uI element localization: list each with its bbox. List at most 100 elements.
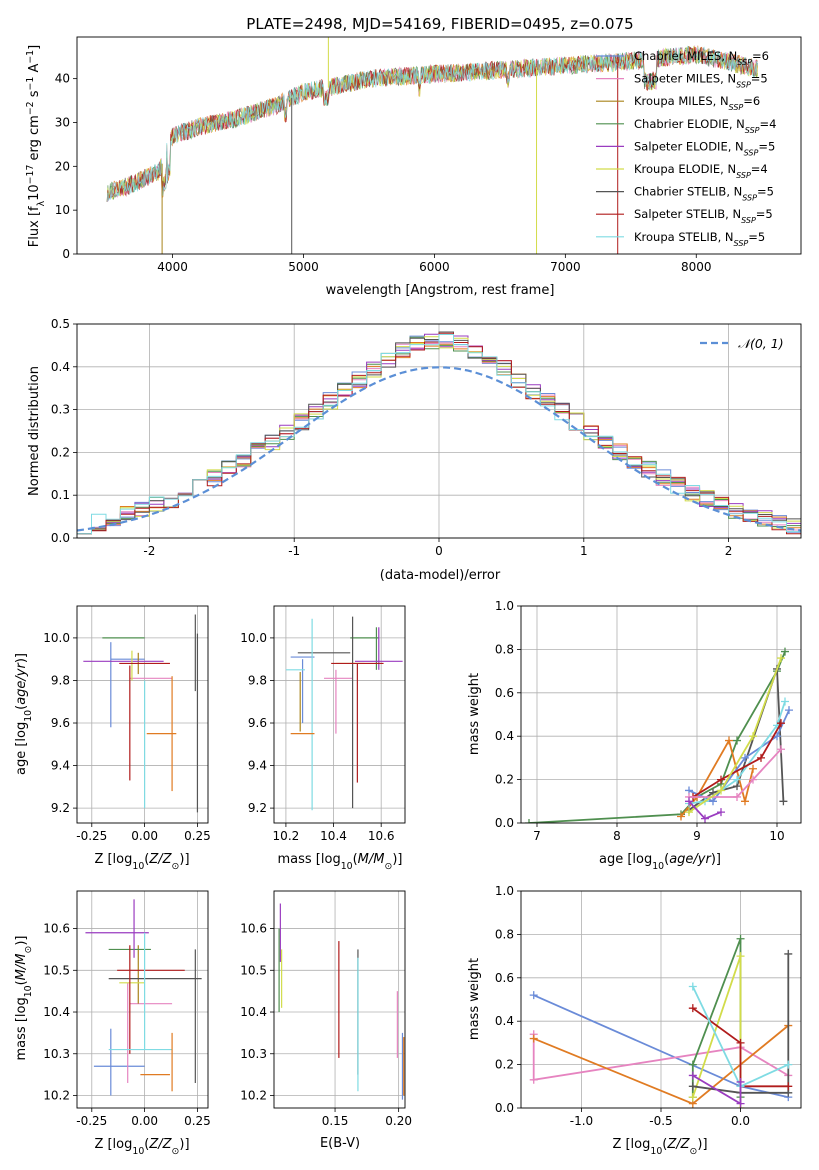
mass_vs_EBV-xtick-label: 0.15 [322,1114,349,1128]
legend-label-sub: SSP [741,216,756,225]
legend-label: Kroupa STELIB, NSSP=5 [634,230,765,248]
massweight-Z-xlabel-part: )] [697,1137,707,1152]
mass_vs_Z-xtick-label: 0.00 [131,1114,158,1128]
legend-label-sub: SSP [734,238,749,247]
age-vs-Z-xlabel-part: Z [log [94,852,132,867]
residuals-xlabel: (data-model)/error [380,568,501,583]
massweight-marker [529,1034,538,1043]
spectrum-ylabel-part: A [27,64,42,77]
age_vs_Z-ytick-label: 9.8 [51,673,70,687]
age-vs-Z-ylabel: age [log10(age/yr)] [14,653,34,775]
massweight_vs_Z-plot-area [529,934,793,1108]
spectrum-ylabel-part: 10 [27,184,42,201]
spectrum-frame [76,36,802,255]
mass_vs_Z-ytick-label: 10.6 [43,922,70,936]
age-vs-Z-ylabel-part: 10 [23,710,34,722]
legend-label: Chabrier ELODIE, NSSP=4 [634,117,776,135]
legend-label-sub: SSP [742,193,757,202]
mass-vs-EBV-xlabel: E(B-V) [320,1136,360,1151]
spectrum-ytick-label: 10 [55,203,70,217]
age-vs-mass-xlabel-part: M/M [358,852,385,867]
massweight_vs_Z-ytick-label: 1.0 [495,884,514,898]
legend-label-tail: =5 [751,72,768,86]
age_vs_mass-ytick-label: 9.4 [248,759,267,773]
legend-label-main: Kroupa MILES, N [634,94,729,108]
legend-label-main: Kroupa ELODIE, N [634,162,736,176]
mass_vs_Z-xtick-label: -0.25 [76,1114,107,1128]
legend-label-main: Salpeter ELODIE, N [634,139,744,153]
spectrum-ylabel-part: ] [27,45,42,50]
residuals-xtick-label: 1 [580,544,588,558]
legend-label-sub: SSP [737,58,752,67]
age-vs-mass-xlabel-part: mass [log [278,852,341,867]
mass_vs_EBV-xtick-label: 0.20 [385,1114,412,1128]
massweight-marker [701,814,709,823]
massweight-marker [529,991,538,1000]
residuals-ytick-label: 0.2 [51,445,70,459]
mass-vs-Z-xlabel-part: Z/Z [148,1137,172,1152]
age-vs-Z-xlabel-part: )] [179,852,189,867]
mass_vs_Z-ytick-label: 10.2 [43,1088,70,1102]
massweight-age-xlabel-part: age/yr [669,852,712,867]
age_vs_mass-frame [273,605,406,824]
mass-vs-Z-ylabel-part: )] [14,936,29,946]
age_vs_Z-ytick-label: 10.0 [43,631,70,645]
legend-label-main: Chabrier MILES, N [634,49,737,63]
spectrum-xtick-label: 5000 [288,260,319,274]
legend-label-main: Salpeter MILES, N [634,72,736,86]
legend-label-sub: SSP [745,125,760,134]
legend-label-main: Salpeter STELIB, N [634,207,741,221]
age_vs_Z-xtick-label: 0.25 [184,829,211,843]
spectrum-line [106,45,758,202]
legend-label: Chabrier STELIB, NSSP=5 [634,185,774,203]
mass_vs_Z-ytick-label: 10.5 [43,963,70,977]
massweight-marker [736,952,745,961]
mass_vs_Z-frame [76,890,209,1109]
massweight-marker [784,949,793,958]
age_vs_Z-xtick-label: 0.00 [131,829,158,843]
massweight_vs_age-xtick-label: 8 [613,829,621,843]
massweight_vs_Z-frame [520,890,802,1109]
residuals-axes: -2 -1 0 1 2 0.0 0.1 0.2 0.3 0.4 0.5 𝒩(0, 1) [51,317,802,558]
massweight-marker [717,775,725,784]
mass_vs_EBV-ytick-label: 10.5 [240,963,267,977]
spectrum-line [106,45,758,202]
mass_vs_Z-ytick-label: 10.3 [43,1047,70,1061]
spectrum-ytick-label: 30 [55,115,70,129]
massweight-marker [717,808,725,817]
age-vs-Z-ylabel-part: )] [14,653,29,663]
massweight-age-ylabel: mass weight [467,673,482,755]
residuals-xtick-label: 0 [435,544,443,558]
massweight-marker [777,745,785,754]
spectrum-plot-area [106,37,758,254]
massweight-marker [784,1060,793,1069]
spectrum-ylabel-part: −1 [25,77,36,91]
age_vs_Z-ytick-label: 9.6 [51,716,70,730]
massweight_vs_Z-ytick-label: 0.2 [495,1058,514,1072]
age_vs_mass-xtick-label: 10.6 [368,829,395,843]
legend-label-main: Chabrier ELODIE, N [634,117,745,131]
age_vs_Z-xtick-label: -0.25 [76,829,107,843]
age_vs_mass-axes: 10.2 10.4 10.6 9.2 9.4 9.6 9.8 10.0 [240,605,406,843]
residuals-xtick-label: -2 [143,544,155,558]
age_vs_Z-plot-area [83,614,199,813]
massweight-line [689,748,782,798]
massweight_vs_age-ytick-label: 0.0 [495,816,514,830]
massweight_vs_Z-axes: -1.0 -0.5 0.0 0.0 0.2 0.4 0.6 0.8 1.0 [495,884,802,1128]
residuals-plot-area [77,331,801,535]
residuals-frame [76,323,802,539]
massweight-marker [525,819,533,823]
massweight_vs_Z-ytick-label: 0.8 [495,927,514,941]
massweight-marker [733,792,741,801]
mass_vs_EBV-plot-area [278,903,405,1100]
legend-label-main: Kroupa STELIB, N [634,230,734,244]
massweight-marker [749,732,757,741]
legend-label-main: Chabrier STELIB, N [634,185,742,199]
mass_vs_EBV-axes: 0.15 0.20 10.2 10.3 10.4 10.5 10.6 [240,890,412,1128]
residuals-xtick-label: -1 [288,544,300,558]
spectrum-ylabel-part: −2 [25,101,36,115]
residuals-ytick-label: 0.3 [51,403,70,417]
mass_vs_EBV-ytick-label: 10.6 [240,922,267,936]
massweight-Z-xlabel-part: ⊙ [690,1146,698,1157]
spectrum-xtick-label: 6000 [419,260,450,274]
